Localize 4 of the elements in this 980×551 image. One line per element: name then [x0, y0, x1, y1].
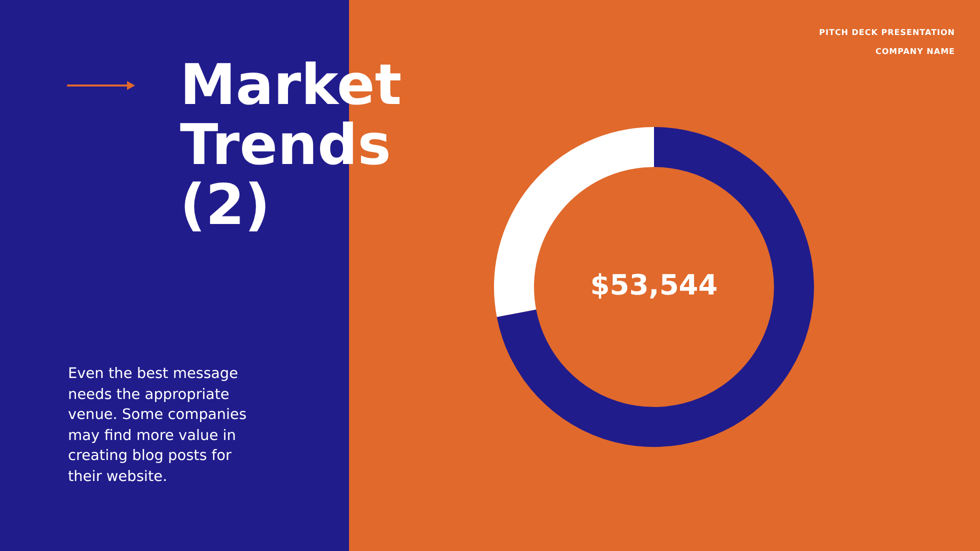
text: $53,544: [590, 268, 718, 302]
text: COMPANY NAME: [875, 47, 955, 56]
text: PITCH DECK PRESENTATION: [819, 28, 955, 37]
text: Even the best message needs the appropriate venue. Some companies may find more value in creating blog posts for their website.: [68, 365, 248, 486]
